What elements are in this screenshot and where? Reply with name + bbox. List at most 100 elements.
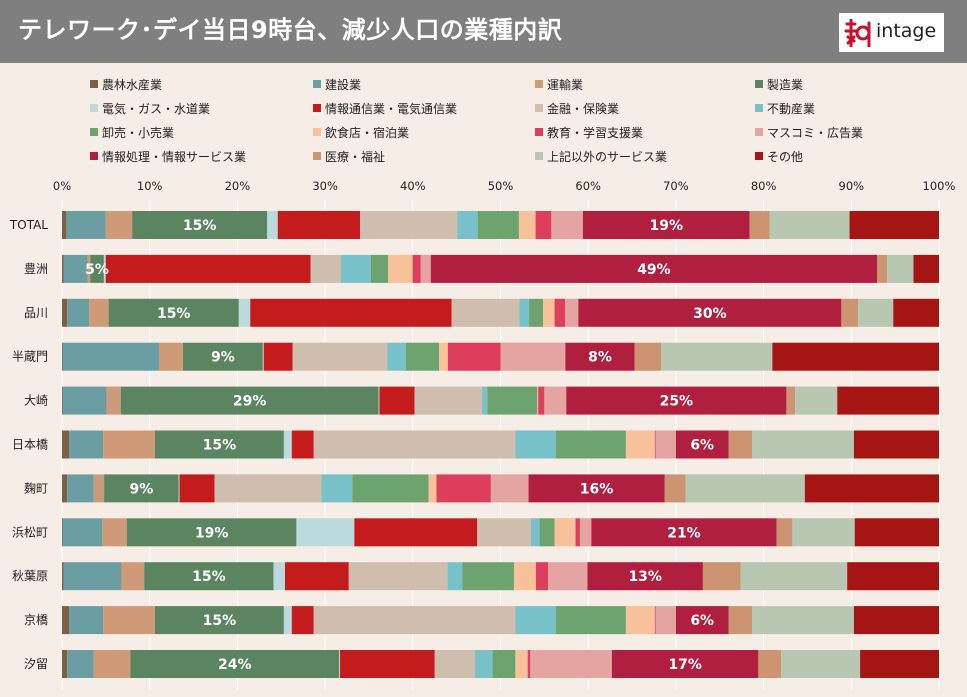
bar-segment — [179, 474, 215, 503]
bar-segment — [578, 298, 842, 327]
bar-segment — [103, 606, 155, 635]
bar-segment — [89, 298, 109, 327]
legend-swatch — [313, 104, 321, 112]
bar-segment — [752, 606, 854, 635]
bar-segment — [360, 211, 458, 239]
bar-segment — [63, 562, 122, 591]
x-tick-label: 100% — [923, 179, 956, 193]
bar-segment — [634, 342, 661, 371]
x-tick-label: 50% — [488, 179, 514, 193]
bar-segment — [159, 342, 184, 371]
bar-segment — [611, 650, 759, 678]
bar-segment — [515, 650, 528, 678]
legend-swatch — [90, 80, 98, 88]
x-tick-label: 60% — [575, 179, 601, 193]
bar-segment — [62, 386, 63, 415]
bar-segment — [749, 211, 770, 239]
bar-segment — [554, 298, 566, 327]
bar-segment — [853, 430, 939, 459]
bar-segment — [853, 606, 939, 635]
data-label: 9% — [211, 350, 235, 366]
y-category-label: 汐留 — [24, 656, 48, 671]
bar-segment — [457, 211, 478, 239]
data-label: 5% — [85, 262, 109, 278]
bar-segment — [62, 211, 67, 239]
x-tick-label: 90% — [839, 179, 865, 193]
bar-segment — [535, 562, 549, 591]
logo-text: intage — [876, 20, 937, 42]
bar-segment — [860, 650, 939, 678]
bar-segment — [267, 211, 278, 239]
bar-segment — [538, 386, 545, 415]
legend-swatch — [755, 80, 763, 88]
bar-segment — [214, 474, 322, 503]
bar-segment — [854, 518, 939, 547]
bar-segment — [490, 474, 529, 503]
bar-segment — [893, 298, 939, 327]
bar-segment — [575, 518, 580, 547]
legend-swatch — [535, 80, 543, 88]
bar-segment — [492, 650, 516, 678]
bar-segment — [654, 430, 656, 459]
x-tick-label: 70% — [663, 179, 689, 193]
bar-segment — [66, 211, 106, 239]
bar-segment — [284, 562, 349, 591]
bar-segment — [273, 562, 285, 591]
legend-swatch — [755, 152, 763, 160]
bar-segment — [93, 650, 131, 678]
bar-segment — [858, 298, 894, 327]
bar-segment — [420, 254, 431, 283]
bar-segment — [62, 342, 160, 371]
data-label: 21% — [667, 525, 701, 541]
bar-segment — [530, 650, 612, 678]
bar-segment — [537, 386, 539, 415]
legend-label: 農林水産業 — [102, 78, 163, 92]
bar-segment — [62, 518, 103, 547]
bar-segment — [625, 606, 655, 635]
y-category-label: TOTAL — [9, 218, 48, 232]
bar-segment — [387, 342, 406, 371]
bar-segment — [67, 650, 94, 678]
bar-segment — [412, 254, 421, 283]
legend-swatch — [535, 128, 543, 136]
legend-swatch — [313, 80, 321, 88]
bar-segment — [447, 562, 463, 591]
legend-label: 不動産業 — [767, 102, 816, 116]
bar-segment — [106, 386, 121, 415]
intage-logo-mark-icon — [844, 19, 871, 47]
bar-segment — [664, 474, 686, 503]
bar-segment — [543, 298, 555, 327]
bar-segment — [655, 430, 676, 459]
legend-label: 情報通信業・電気通信業 — [325, 102, 458, 116]
legend-swatch — [755, 128, 763, 136]
bar-segment — [348, 562, 448, 591]
bar-segment — [104, 474, 179, 503]
bar-segment — [436, 474, 491, 503]
bar-segment — [132, 211, 268, 239]
data-label: 15% — [183, 218, 217, 234]
bar-segment — [414, 386, 483, 415]
bar-segment — [283, 606, 292, 635]
legend-label: その他 — [767, 150, 804, 164]
bar-segment — [837, 386, 939, 415]
bar-segment — [529, 298, 544, 327]
legend-label: 飲食店・宿泊業 — [325, 126, 410, 140]
bar-segment — [515, 606, 556, 635]
legend-swatch — [535, 152, 543, 160]
data-label: 9% — [129, 481, 153, 497]
legend-swatch — [90, 152, 98, 160]
bar-segment — [388, 254, 413, 283]
bar-segment — [108, 298, 239, 327]
bar-segment — [313, 430, 516, 459]
y-category-label: 浜松町 — [12, 525, 48, 539]
bar-segment — [103, 254, 106, 283]
bar-segment — [283, 430, 292, 459]
bar-segment — [849, 211, 939, 239]
legend-swatch — [313, 152, 321, 160]
bar-segment — [430, 254, 878, 283]
bar-segment — [772, 342, 939, 371]
bar-segment — [62, 562, 64, 591]
bar-segment — [262, 342, 264, 371]
bar-segment — [475, 650, 493, 678]
